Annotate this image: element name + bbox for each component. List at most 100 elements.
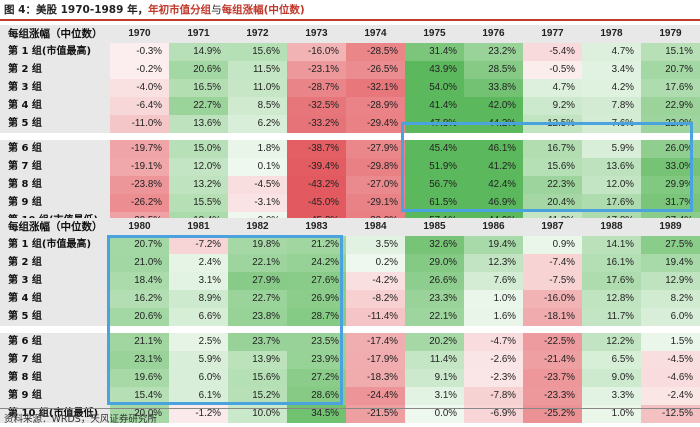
value-cell: -7.2% [169, 236, 228, 254]
value-cell: -29.1% [346, 194, 405, 212]
value-cell: -4.7% [464, 333, 523, 351]
returns-table-1970-1979: 每组涨幅（中位数） 1970 1971 1972 1973 1974 1975 1976 197… [0, 25, 700, 230]
value-cell: 18.4% [110, 272, 169, 290]
value-cell: 10.0% [228, 405, 287, 423]
value-cell: 19.8% [228, 236, 287, 254]
value-cell: 13.6% [169, 115, 228, 133]
value-cell: -2.3% [464, 369, 523, 387]
value-cell: 23.2% [464, 43, 523, 61]
value-cell: 20.7% [110, 236, 169, 254]
value-cell: -28.5% [346, 43, 405, 61]
value-cell: -43.2% [287, 176, 346, 194]
value-cell: 6.2% [228, 115, 287, 133]
value-cell: 16.7% [523, 140, 582, 158]
value-cell: 20.4% [523, 194, 582, 212]
value-cell: -7.5% [523, 272, 582, 290]
value-cell: 11.7% [582, 308, 641, 326]
value-cell: 16.1% [582, 254, 641, 272]
table-row: 第 3 组 -4.0% 16.5% 11.0% -28.7% -32.1% 54.0% 33.… [0, 79, 700, 97]
value-cell: -17.9% [346, 351, 405, 369]
value-cell: 7.6% [464, 272, 523, 290]
value-cell: 6.0% [641, 308, 700, 326]
value-cell: 42.4% [464, 176, 523, 194]
table-row: 第 2 组 21.0% 2.4% 22.1% 24.2% 0.2% 29.0% 12.3% -7… [0, 254, 700, 272]
value-cell: -26.5% [346, 61, 405, 79]
year-header-cell: 1984 [346, 218, 405, 236]
value-cell: 28.5% [464, 61, 523, 79]
value-cell: 29.9% [641, 176, 700, 194]
value-cell: 0.2% [346, 254, 405, 272]
table-row: 第 1 组(市值最高) -0.3% 14.9% 15.6% -16.0% -28.5% 31… [0, 43, 700, 61]
value-cell: 16.2% [110, 290, 169, 308]
value-cell: 28.7% [287, 308, 346, 326]
table-header-row: 每组涨幅（中位数） 1980 1981 1982 1983 1984 1985 1986 198… [0, 218, 700, 236]
table-row: 第 4 组 -6.4% 22.7% 8.5% -32.5% -28.9% 41.4% 42.0… [0, 97, 700, 115]
year-header-cell: 1981 [169, 218, 228, 236]
value-cell: -11.4% [346, 308, 405, 326]
returns-table-1980-1989: 每组涨幅（中位数） 1980 1981 1982 1983 1984 1985 1986 198… [0, 218, 700, 423]
value-cell: -24.4% [346, 387, 405, 405]
value-cell: 12.2% [582, 333, 641, 351]
value-cell: -26.2% [110, 194, 169, 212]
value-cell: 4.7% [523, 79, 582, 97]
year-header-cell: 1988 [582, 218, 641, 236]
title-separator: 与 [211, 4, 222, 16]
value-cell: 1.6% [464, 308, 523, 326]
value-cell: -45.0% [287, 194, 346, 212]
group-label: 第 7 组 [0, 351, 110, 369]
value-cell: 14.9% [169, 43, 228, 61]
value-cell: 0.9% [523, 236, 582, 254]
group-label: 第 6 组 [0, 140, 110, 158]
value-cell: 7.8% [582, 97, 641, 115]
value-cell: 12.5% [523, 115, 582, 133]
value-cell: 27.2% [287, 369, 346, 387]
value-cell: -23.7% [523, 369, 582, 387]
value-cell: 1.0% [582, 405, 641, 423]
value-cell: 31.7% [641, 194, 700, 212]
group-label: 第 7 组 [0, 158, 110, 176]
value-cell: 41.2% [464, 158, 523, 176]
year-header-cell: 1987 [523, 218, 582, 236]
value-cell: -19.7% [110, 140, 169, 158]
value-cell: 20.0% [110, 405, 169, 423]
year-header-cell: 1980 [110, 218, 169, 236]
value-cell: -28.7% [287, 79, 346, 97]
group-label: 第 3 组 [0, 79, 110, 97]
value-cell: -33.2% [287, 115, 346, 133]
value-cell: 26.0% [641, 140, 700, 158]
value-cell: 3.5% [346, 236, 405, 254]
value-cell: 12.3% [464, 254, 523, 272]
value-cell: 29.0% [405, 254, 464, 272]
value-cell: -5.4% [523, 43, 582, 61]
group-label: 第 10 组(市值最低) [0, 405, 110, 423]
group-label: 第 8 组 [0, 369, 110, 387]
value-cell: 14.1% [582, 236, 641, 254]
table-row: 第 7 组 -19.1% 12.0% 0.1% -39.4% -29.8% 51.9% 41.… [0, 158, 700, 176]
value-cell: 17.6% [582, 272, 641, 290]
value-cell: 46.1% [464, 140, 523, 158]
value-cell: -2.6% [464, 351, 523, 369]
value-cell: 15.0% [169, 140, 228, 158]
value-cell: 20.6% [169, 61, 228, 79]
group-label: 第 1 组(市值最高) [0, 236, 110, 254]
value-cell: 54.0% [405, 79, 464, 97]
value-cell: 23.3% [405, 290, 464, 308]
value-cell: 2.4% [169, 254, 228, 272]
value-cell: -4.2% [346, 272, 405, 290]
value-cell: -23.1% [287, 61, 346, 79]
value-cell: 22.1% [405, 308, 464, 326]
value-cell: -0.5% [523, 61, 582, 79]
value-cell: -32.1% [346, 79, 405, 97]
value-cell: 12.0% [582, 176, 641, 194]
year-header-cell: 1973 [287, 25, 346, 43]
value-cell: 28.6% [287, 387, 346, 405]
value-cell: 22.3% [523, 176, 582, 194]
value-cell: -2.4% [641, 387, 700, 405]
year-header-cell: 1974 [346, 25, 405, 43]
group-label: 第 2 组 [0, 61, 110, 79]
value-cell: 15.6% [523, 158, 582, 176]
value-cell: -4.5% [641, 351, 700, 369]
table-row: 第 1 组(市值最高) 20.7% -7.2% 19.8% 21.2% 3.5% 32.6%… [0, 236, 700, 254]
value-cell: -16.0% [523, 290, 582, 308]
table-row: 第 4 组 16.2% 8.9% 22.7% 26.9% -8.2% 23.3% 1.0% -1… [0, 290, 700, 308]
